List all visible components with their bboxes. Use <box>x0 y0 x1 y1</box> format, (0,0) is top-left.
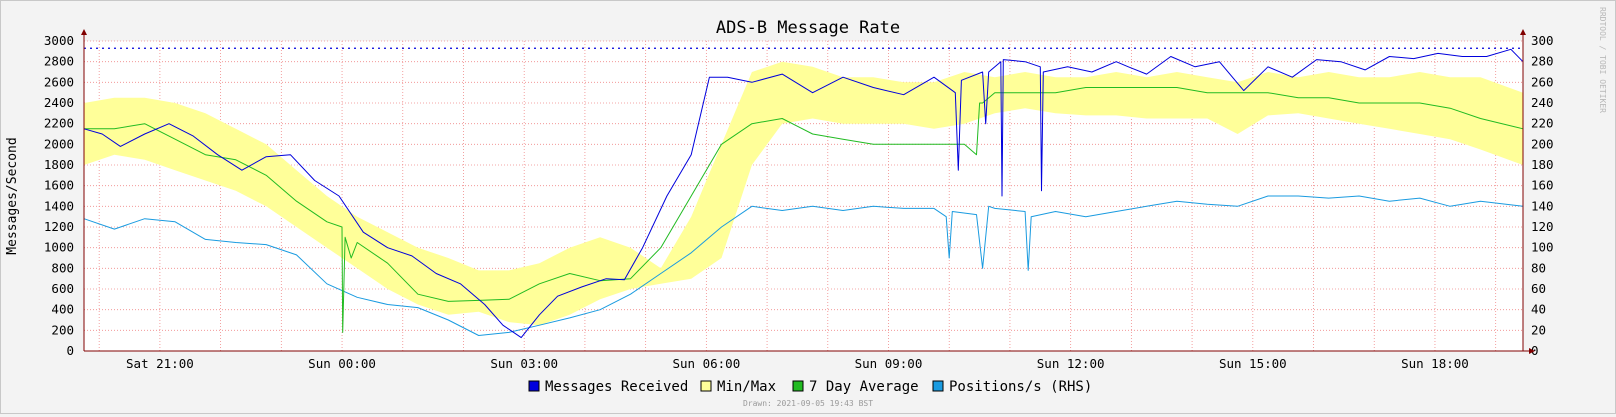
x-tick-label: Sun 06:00 <box>672 356 740 371</box>
y2-tick-label: 40 <box>1531 302 1546 317</box>
legend: Messages Received Min/Max 7 Day Average Pos… <box>528 379 1092 395</box>
series-messages-received-line <box>83 48 1524 339</box>
series-7day-average-line <box>84 87 1524 333</box>
y2-tick-label: 180 <box>1531 157 1554 172</box>
x-tick-label: Sun 12:00 <box>1037 356 1105 371</box>
y2-tick-label: 80 <box>1531 260 1546 275</box>
y-tick-label: 1600 <box>44 178 74 193</box>
x-tick-label: Sun 00:00 <box>308 356 376 371</box>
y2-tick-label: 0 <box>1531 343 1539 358</box>
y-tick-label: 1000 <box>44 240 74 255</box>
drawn-timestamp: Drawn: 2021-09-05 19:43 BST <box>743 399 873 408</box>
y-tick-label: 2600 <box>44 74 74 89</box>
y-tick-label: 600 <box>51 281 74 296</box>
legend-label: 7 Day Average <box>809 379 919 395</box>
y2-tick-label: 300 <box>1531 33 1554 48</box>
x-tick-label: Sun 09:00 <box>855 356 923 371</box>
x-tick-label: Sun 03:00 <box>490 356 558 371</box>
y-tick-label: 3000 <box>44 33 74 48</box>
legend-label: Positions/s (RHS) <box>949 379 1092 395</box>
legend-swatch <box>528 380 540 392</box>
y-tick-label: 200 <box>51 322 74 337</box>
y-tick-label: 2200 <box>44 116 74 131</box>
right-axis-arrow <box>1520 29 1526 35</box>
legend-label: Messages Received <box>545 379 688 395</box>
legend-swatch <box>700 380 712 392</box>
left-axis-arrow <box>81 29 87 35</box>
y2-tick-label: 120 <box>1531 219 1554 234</box>
y2-tick-label: 20 <box>1531 322 1546 337</box>
y-tick-label: 2000 <box>44 136 74 151</box>
legend-label: Min/Max <box>717 379 776 395</box>
y-tick-label: 0 <box>66 343 74 358</box>
y2-tick-label: 100 <box>1531 240 1554 255</box>
y2-tick-label: 140 <box>1531 198 1554 213</box>
plot-area: 0 0 200 20 400 40 600 60 800 80 1000 100 1200 120 1400… <box>44 29 1554 371</box>
y-tick-label: 1800 <box>44 157 74 172</box>
series-positions-line <box>83 195 1524 336</box>
y2-tick-label: 220 <box>1531 116 1554 131</box>
y2-tick-label: 160 <box>1531 178 1554 193</box>
y-tick-label: 800 <box>51 260 74 275</box>
x-tick-label: Sun 18:00 <box>1401 356 1469 371</box>
y2-tick-label: 200 <box>1531 136 1554 151</box>
y-tick-label: 1400 <box>44 198 74 213</box>
y-tick-label: 2800 <box>44 54 74 69</box>
y2-tick-label: 260 <box>1531 74 1554 89</box>
y2-tick-label: 60 <box>1531 281 1546 296</box>
x-tick-label: Sat 21:00 <box>126 356 194 371</box>
legend-swatch <box>792 380 804 392</box>
y-tick-label: 1200 <box>44 219 74 234</box>
legend-swatch <box>932 380 944 392</box>
y-tick-label: 2400 <box>44 95 74 110</box>
series-minmax-band <box>84 61 1523 326</box>
x-axis-arrow <box>1529 348 1535 354</box>
y2-tick-label: 280 <box>1531 54 1554 69</box>
x-tick-label: Sun 15:00 <box>1219 356 1287 371</box>
y-axis-label: Messages/Second <box>5 137 20 254</box>
watermark-label: RRDTOOL / TOBI OETIKER <box>1598 7 1607 113</box>
y-tick-label: 400 <box>51 302 74 317</box>
chart-title: ADS-B Message Rate <box>716 18 900 38</box>
y2-tick-label: 240 <box>1531 95 1554 110</box>
